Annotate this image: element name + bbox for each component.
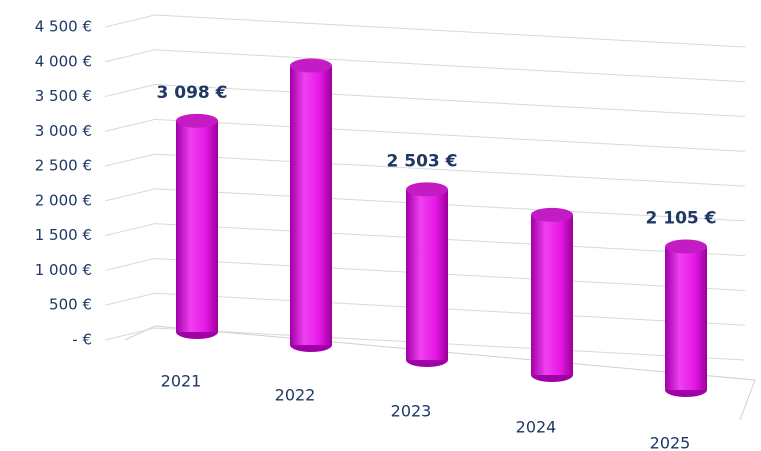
x-tick-label: 2021 [161, 372, 202, 391]
y-tick-label: 500 € [49, 296, 92, 314]
x-tick-label: 2024 [516, 418, 557, 437]
bar-top [665, 239, 707, 254]
x-tick-label: 2022 [275, 386, 316, 405]
y-tick-label: 4 000 € [35, 52, 92, 70]
y-tick-label: 1 000 € [35, 261, 92, 279]
bar [290, 65, 332, 345]
y-tick-label: 3 000 € [35, 122, 92, 140]
grid-line [104, 153, 746, 187]
grid-line [104, 118, 746, 152]
bar-top [176, 113, 218, 128]
bar [176, 120, 218, 332]
value-label: 2 105 € [646, 209, 717, 229]
bar [531, 214, 573, 375]
value-label: 2 503 € [387, 151, 458, 171]
grid-line [104, 84, 746, 118]
bar-top [406, 182, 448, 197]
y-tick-label: - € [72, 331, 92, 349]
x-tick-label: 2023 [391, 402, 432, 421]
y-tick-label: 1 500 € [35, 226, 92, 244]
y-tick-label: 2 000 € [35, 191, 92, 209]
y-tick-label: 3 500 € [35, 87, 92, 105]
y-tick-label: 2 500 € [35, 157, 92, 175]
value-label: 3 098 € [157, 83, 228, 103]
bar [406, 189, 448, 360]
bar [665, 246, 707, 390]
grid-line [104, 14, 746, 48]
floor [124, 325, 756, 421]
bar-top [531, 207, 573, 222]
x-tick-label: 2025 [650, 434, 691, 451]
grid-line [104, 49, 746, 83]
bar-top [290, 58, 332, 73]
y-tick-label: 4 500 € [35, 18, 92, 36]
